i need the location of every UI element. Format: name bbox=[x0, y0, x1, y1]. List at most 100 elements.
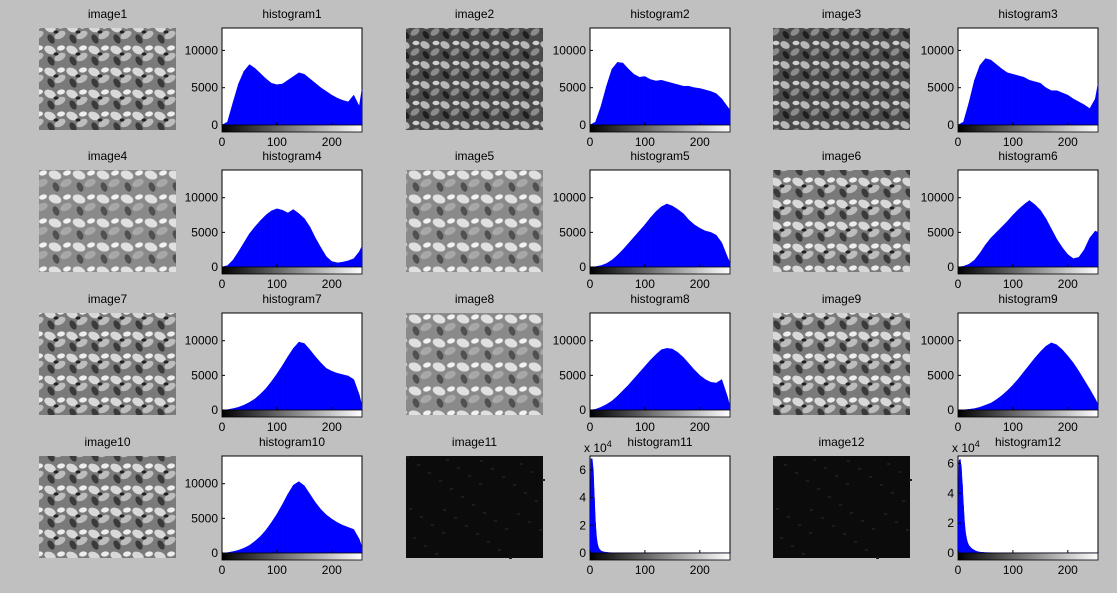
image-speckle bbox=[832, 525, 835, 527]
histogram-bar bbox=[634, 74, 639, 125]
x-tick-label: 100 bbox=[635, 277, 655, 291]
x-tick-label: 100 bbox=[1003, 420, 1023, 434]
y-tick-label: 10000 bbox=[185, 334, 219, 348]
y-tick-label: 10000 bbox=[185, 191, 219, 205]
x-tick-label: 100 bbox=[267, 563, 287, 577]
gray-ramp-bar bbox=[222, 267, 362, 274]
histogram-bar bbox=[315, 502, 320, 553]
histogram-bar bbox=[293, 73, 298, 125]
x-tick-label: 0 bbox=[219, 420, 226, 434]
image-title: image10 bbox=[84, 435, 130, 449]
histogram-bar bbox=[991, 232, 996, 267]
image-speckle bbox=[861, 520, 864, 522]
x-tick-label: 200 bbox=[1058, 420, 1078, 434]
y-tick-label: 0 bbox=[947, 118, 954, 132]
histogram-bar bbox=[650, 79, 655, 125]
image-speckle bbox=[517, 513, 520, 515]
histogram-bar bbox=[1024, 365, 1029, 410]
x-tick-label: 200 bbox=[1058, 135, 1078, 149]
image-speckle bbox=[876, 557, 879, 559]
image-title: image9 bbox=[822, 292, 862, 306]
grayscale-image bbox=[406, 28, 543, 130]
grayscale-image bbox=[406, 313, 543, 415]
image-speckle bbox=[520, 463, 523, 465]
image-title: image8 bbox=[455, 292, 495, 306]
y-tick-label: 10000 bbox=[185, 477, 219, 491]
x-tick-label: 0 bbox=[955, 420, 962, 434]
histogram-bar bbox=[277, 366, 282, 410]
image-title: image3 bbox=[822, 7, 862, 21]
exponent-base: x 10 bbox=[952, 441, 975, 455]
image-speckle bbox=[821, 517, 824, 519]
histogram-title: histogram5 bbox=[630, 149, 690, 163]
y-tick-label: 5000 bbox=[927, 225, 954, 239]
histogram-bar bbox=[321, 88, 326, 125]
histogram-bar bbox=[1051, 343, 1056, 410]
y-tick-label: 10000 bbox=[921, 43, 955, 57]
histogram-bar bbox=[282, 210, 287, 267]
histogram-bar bbox=[694, 370, 699, 410]
histogram-title: histogram10 bbox=[259, 435, 325, 449]
histogram-bar bbox=[1068, 356, 1073, 410]
image-speckle bbox=[828, 496, 831, 498]
image-speckle bbox=[479, 483, 482, 485]
histogram-bar bbox=[1062, 93, 1067, 125]
grayscale-image bbox=[39, 456, 176, 558]
histogram-bar bbox=[667, 204, 672, 267]
histogram-bar bbox=[667, 82, 672, 125]
y-tick-label: 0 bbox=[579, 403, 586, 417]
x-tick-label: 100 bbox=[1003, 135, 1023, 149]
x-tick-label: 100 bbox=[267, 420, 287, 434]
histogram-bar bbox=[304, 74, 309, 125]
image-speckle bbox=[476, 533, 479, 535]
histogram-axes bbox=[590, 456, 730, 553]
image-speckle bbox=[413, 537, 416, 539]
x-tick-label: 200 bbox=[322, 135, 342, 149]
histogram-bar bbox=[661, 204, 666, 267]
histogram-bar bbox=[310, 494, 315, 553]
x-tick-label: 100 bbox=[1003, 563, 1023, 577]
histogram-bar bbox=[700, 375, 705, 410]
image-speckle bbox=[420, 516, 423, 518]
x-tick-label: 100 bbox=[267, 135, 287, 149]
histogram-bar bbox=[650, 355, 655, 410]
image-speckle bbox=[461, 496, 464, 498]
image-title: image11 bbox=[452, 435, 497, 449]
histogram-bar bbox=[645, 360, 650, 410]
histogram-bar bbox=[656, 207, 661, 267]
y-tick-label: 5000 bbox=[191, 511, 218, 525]
image-speckle bbox=[854, 541, 857, 543]
histogram-bar bbox=[1018, 205, 1023, 267]
histogram-bar bbox=[348, 376, 353, 410]
x-tick-label: 200 bbox=[690, 277, 710, 291]
histogram-bar bbox=[326, 515, 331, 553]
histogram-bar bbox=[694, 225, 699, 267]
gray-ramp-bar bbox=[590, 410, 730, 417]
image-speckle bbox=[891, 492, 894, 494]
histogram-bar bbox=[656, 80, 661, 125]
histogram-bar bbox=[1046, 343, 1051, 410]
histogram-bar bbox=[996, 65, 1001, 125]
image-speckle bbox=[528, 521, 531, 523]
histogram-bar bbox=[271, 83, 276, 125]
image-speckle bbox=[773, 456, 776, 458]
image-speckle bbox=[902, 500, 905, 502]
image-speckle bbox=[795, 472, 798, 474]
histogram-bar bbox=[343, 525, 348, 553]
histogram-bar bbox=[689, 86, 694, 125]
histogram-bar bbox=[694, 88, 699, 125]
y-tick-label: 5000 bbox=[191, 225, 218, 239]
image-speckle bbox=[498, 549, 501, 551]
grayscale-image bbox=[39, 170, 176, 272]
image-speckle bbox=[909, 479, 912, 481]
y-tick-label: 4 bbox=[947, 486, 954, 500]
histogram-bar bbox=[1068, 95, 1073, 125]
histogram-bar bbox=[1007, 215, 1012, 267]
image-speckle bbox=[439, 480, 442, 482]
histogram-bar bbox=[288, 77, 293, 126]
y-tick-label: 5000 bbox=[191, 81, 218, 95]
histogram-bar bbox=[1040, 83, 1045, 125]
histogram-bar bbox=[727, 106, 730, 125]
image-speckle bbox=[858, 468, 861, 470]
